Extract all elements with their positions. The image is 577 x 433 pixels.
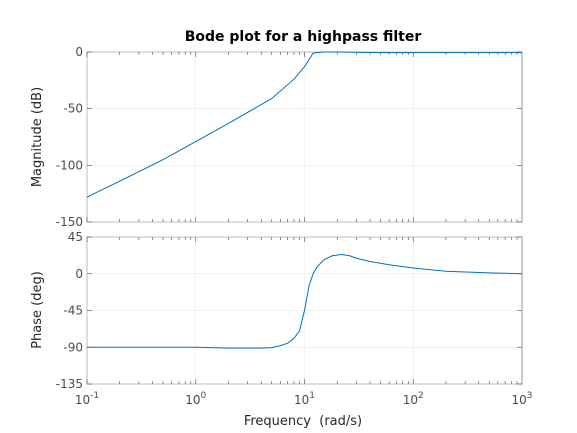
phase-y-tick-label: 45 [68,230,83,244]
phase-y-tick-label: 0 [75,267,83,281]
magnitude-y-axis-label: Magnitude (dB) [30,87,45,187]
magnitude-y-tick-label: -50 [63,102,83,116]
frequency-x-tick-label: 101 [294,391,315,407]
magnitude-y-tick-label: -150 [56,215,83,229]
phase-y-tick-label: -90 [63,340,83,354]
phase-y-tick-label: -45 [63,304,83,318]
phase-series-line [87,254,523,349]
frequency-x-tick-label: 10-1 [75,391,99,407]
magnitude-axes: 0 -50 -100 -150 Magnitude (dB) [30,45,523,229]
phase-y-tick-label: -135 [56,377,83,391]
magnitude-ticks: 0 -50 -100 -150 [56,45,522,229]
magnitude-y-tick-label: -100 [56,158,83,172]
frequency-x-tick-label: 103 [511,391,532,407]
frequency-x-tick-label: 102 [403,391,424,407]
phase-y-axis-label: Phase (deg) [30,271,45,349]
frequency-x-axis-label: Frequency (rad/s) [244,414,362,429]
magnitude-series-line [86,51,522,198]
chart-title: Bode plot for a highpass filter [185,29,422,45]
magnitude-y-tick-label: 0 [75,45,83,59]
frequency-x-tick-label: 100 [185,391,206,407]
